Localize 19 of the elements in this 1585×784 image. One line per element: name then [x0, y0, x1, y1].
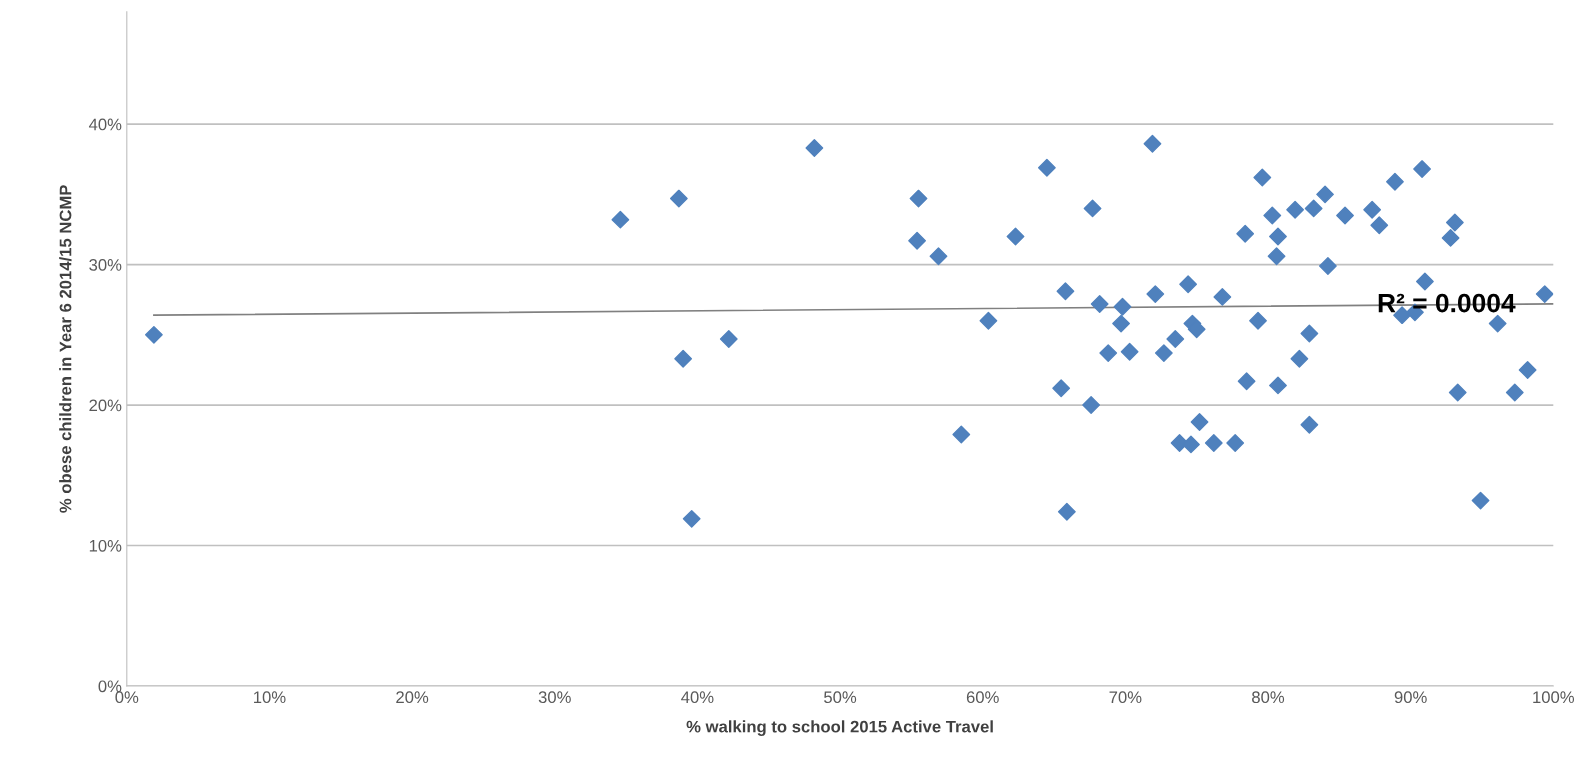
x-axis-title: % walking to school 2015 Active Travel: [686, 720, 993, 736]
x-tick-label: 20%: [396, 691, 429, 704]
y-tick-label: 40%: [88, 118, 122, 131]
y-tick-label: 30%: [89, 259, 122, 271]
annotation: R² = 0.0004: [1378, 293, 1516, 313]
y-tick-label: 20%: [89, 399, 122, 412]
y-tick-label: 10%: [89, 539, 122, 552]
x-tick-label: 0%: [115, 691, 139, 704]
x-tick-label: 80%: [1252, 691, 1285, 704]
x-tick-label: 100%: [1533, 691, 1575, 704]
y-axis-title: % obese children in Year 6 2014/15 NCMP: [59, 185, 72, 513]
x-tick-label: 60%: [966, 691, 999, 704]
x-tick-label: 90%: [1394, 691, 1427, 704]
x-tick-label: 10%: [254, 691, 286, 704]
y-tick-label: 0%: [98, 680, 122, 693]
x-tick-label: 70%: [1109, 691, 1142, 704]
x-tick-label: 40%: [681, 691, 714, 704]
x-tick-label: 50%: [824, 691, 857, 704]
x-tick-label: 30%: [538, 691, 571, 704]
